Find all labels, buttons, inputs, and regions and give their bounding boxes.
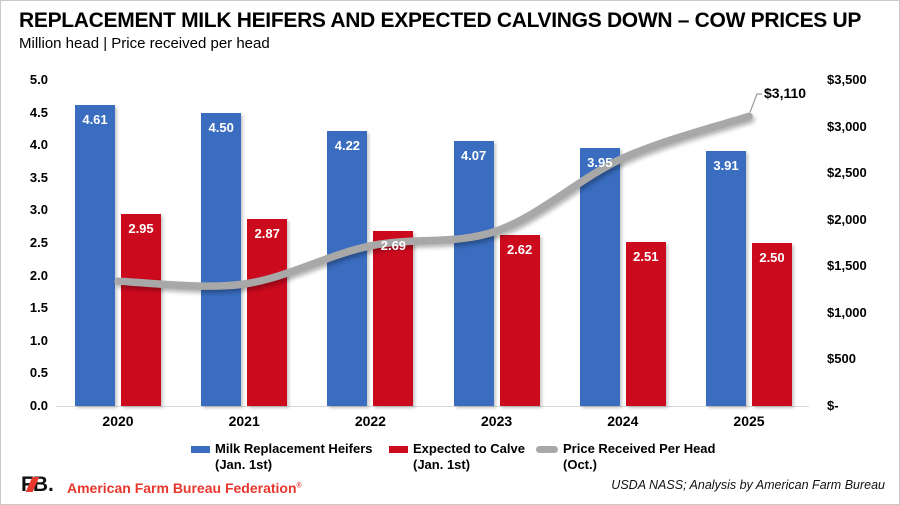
legend-swatch-red [389,446,408,453]
y-axis-right-tick-$3,000: $3,000 [827,118,867,134]
bar-value-label-4.61: 4.61 [82,112,108,128]
x-axis-label-2022: 2022 [354,413,386,429]
bar-heifers-2020[interactable] [75,105,115,406]
price-annotation: $3,110 [764,85,807,101]
bar-heifers-2024[interactable] [579,148,620,406]
x-axis-label-2025: 2025 [733,413,765,429]
bar-calve-2025[interactable] [752,243,792,406]
bar-calve-2020[interactable] [121,213,161,406]
legend-item-price-received[interactable]: Price Received Per Head (Oct.) [536,441,715,473]
x-axis-label-2021: 2021 [228,413,260,429]
legend-swatch-gray [536,446,558,453]
y-axis-left-tick-2.5: 2.5 [29,235,48,250]
bar-value-label-2.87: 2.87 [254,225,280,241]
bar-calve-2022[interactable] [373,230,414,406]
bar-heifers-2023[interactable] [453,140,494,406]
page-subtitle: Million head | Price received per head [19,35,270,52]
y-axis-right-tick-$-: $- [827,398,839,413]
bar-value-label-4.22: 4.22 [334,137,361,153]
y-axis-right-tick-$1,000: $1,000 [827,304,867,320]
afbf-logo-icon: F B . [21,473,54,496]
legend-item-milk-replacement-heifers[interactable]: Milk Replacement Heifers (Jan. 1st) [191,441,373,473]
bar-value-label-3.91: 3.91 [713,158,739,174]
x-axis-label-2023: 2023 [481,413,513,429]
y-axis-left-tick-4.0: 4.0 [29,137,48,153]
bar-value-label-2.51: 2.51 [633,249,659,265]
y-axis-left-tick-1.5: 1.5 [29,300,48,316]
y-axis-right-tick-$2,500: $2,500 [827,165,867,181]
source-attribution: USDA NASS; Analysis by American Farm Bur… [611,478,885,492]
x-axis-label-2020: 2020 [102,413,134,429]
bar-heifers-2025[interactable] [706,151,746,406]
y-axis-left-tick-3.0: 3.0 [29,202,48,218]
bar-value-label-2.95: 2.95 [128,220,154,236]
y-axis-right-tick-$500: $500 [827,351,856,367]
bar-value-label-2.62: 2.62 [506,242,533,258]
y-axis-left-tick-2.0: 2.0 [29,267,48,283]
bar-calve-2024[interactable] [625,242,666,406]
bar-heifers-2022[interactable] [327,130,368,406]
logo-dot: . [48,473,54,496]
x-axis-line [56,406,809,407]
bar-calve-2021[interactable] [247,218,288,406]
bar-calve-2023[interactable] [499,235,540,406]
legend-swatch-blue [191,446,210,453]
y-axis-left-tick-5.0: 5.0 [29,72,48,87]
registered-mark: ® [296,482,302,490]
legend-label: Milk Replacement Heifers (Jan. 1st) [215,441,373,472]
y-axis-left-tick-4.5: 4.5 [29,104,48,120]
bar-value-label-2.50: 2.50 [759,250,785,265]
legend-label: Price Received Per Head (Oct.) [563,441,716,472]
annotation-connector-line [749,93,762,113]
y-axis-right-tick-$1,500: $1,500 [827,258,867,274]
y-axis-right-tick-$2,000: $2,000 [827,211,867,227]
y-axis-left-tick-0.0: 0.0 [29,398,48,413]
bar-value-label-4.07: 4.07 [460,147,487,163]
legend-item-expected-to-calve[interactable]: Expected to Calve (Jan. 1st) [389,441,525,473]
bar-value-label-4.50: 4.50 [208,119,234,135]
bar-value-label-3.95: 3.95 [587,155,613,171]
page-title: REPLACEMENT MILK HEIFERS AND EXPECTED CA… [19,9,862,32]
y-axis-right-tick-$3,500: $3,500 [827,72,867,87]
legend-label: Expected to Calve (Jan. 1st) [413,441,525,472]
brand-name: American Farm Bureau Federation® [67,480,302,496]
x-axis-label-2024: 2024 [607,413,639,429]
y-axis-left-tick-3.5: 3.5 [29,169,48,185]
y-axis-left-tick-0.5: 0.5 [29,365,48,381]
y-axis-left-tick-1.0: 1.0 [29,332,48,348]
bar-value-label-2.69: 2.69 [380,237,407,253]
bar-heifers-2021[interactable] [201,112,242,406]
